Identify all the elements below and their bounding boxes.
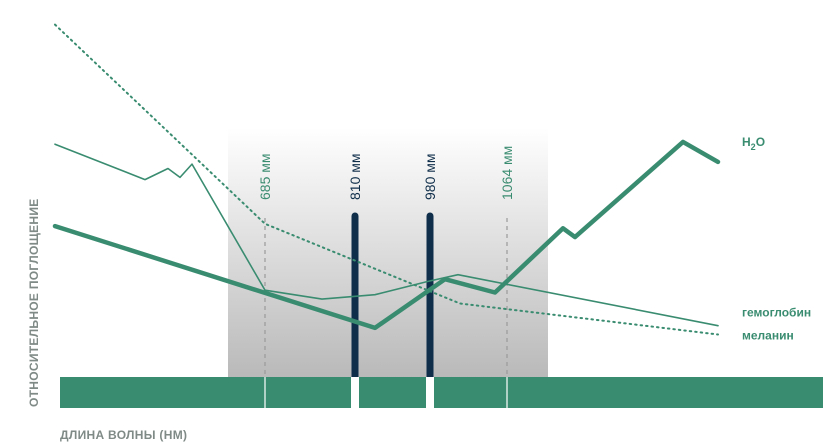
wavelength-gap-980 <box>426 377 434 408</box>
baseline-bar <box>60 377 823 408</box>
therapeutic-window-band <box>228 128 548 378</box>
series-label-1: гемоглобин <box>742 306 811 320</box>
wavelength-label-685: 685 мм <box>257 154 273 201</box>
y-axis-title: ОТНОСИТЕЛЬНОЕ ПОГЛОЩЕНИЕ <box>27 198 41 407</box>
wavelength-label-980: 980 мм <box>422 154 438 201</box>
wavelength-label-1064: 1064 мм <box>499 146 515 200</box>
wavelength-gap-810 <box>351 377 359 408</box>
series-line-1 <box>54 143 719 327</box>
series-label-2: меланин <box>742 329 794 343</box>
x-axis-title: ДЛИНА ВОЛНЫ (НМ) <box>60 428 187 442</box>
series-label-0: H2O <box>742 135 765 152</box>
wavelength-label-810: 810 мм <box>347 154 363 201</box>
series-line-0 <box>52 139 721 331</box>
series-line-2 <box>54 23 719 336</box>
